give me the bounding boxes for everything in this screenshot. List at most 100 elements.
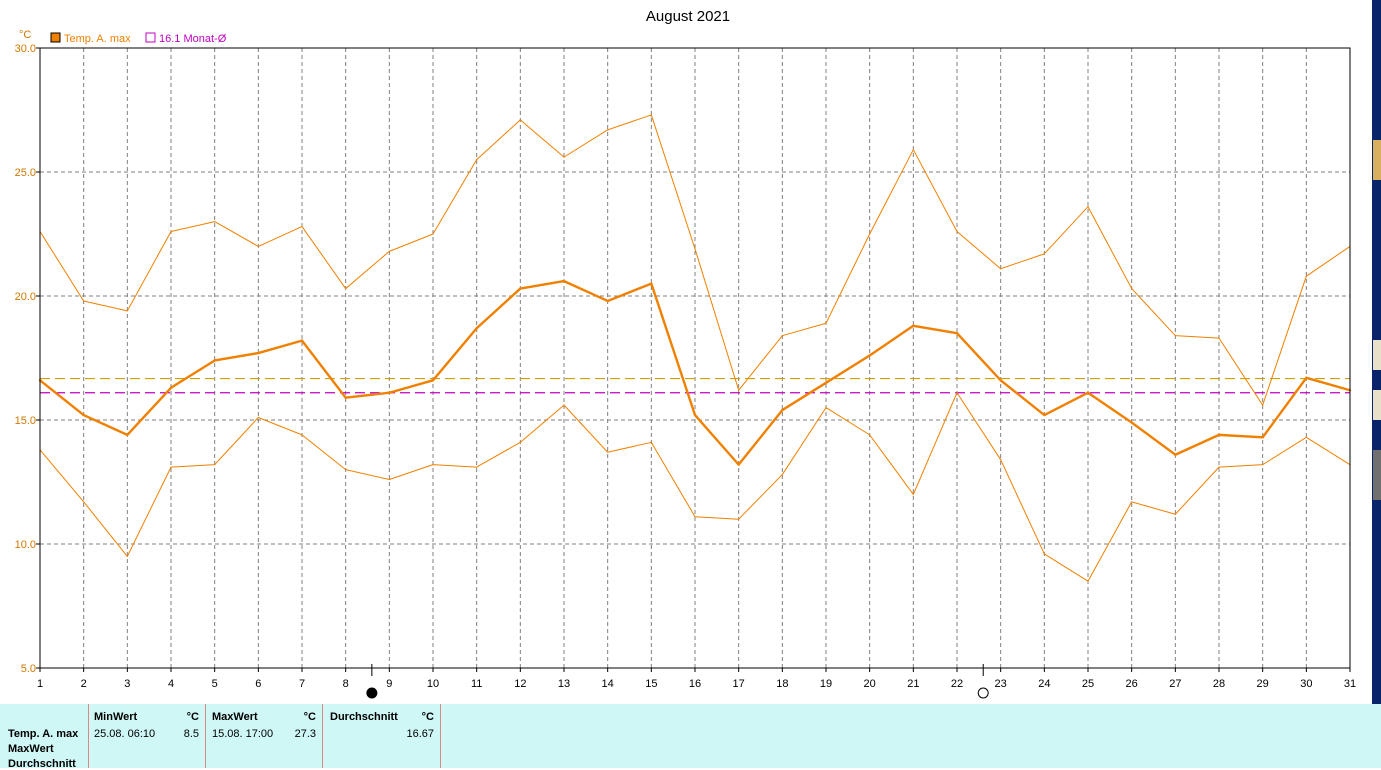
data-point-daily-min [1000, 459, 1002, 461]
x-tick-label: 17 [733, 678, 745, 690]
x-tick-label: 23 [995, 678, 1007, 690]
x-tick-label: 21 [907, 678, 919, 690]
data-point-daily-min [83, 501, 85, 503]
grid [40, 48, 1350, 668]
data-point-mean [737, 463, 740, 466]
x-tick-label: 3 [124, 678, 130, 690]
data-point-daily-max [650, 114, 652, 116]
x-tick-label: 31 [1344, 678, 1356, 690]
stats-max-column: MaxWert °C 15.08. 17:00 27.3 [206, 704, 323, 768]
data-point-mean [257, 351, 260, 355]
x-tick-label: 19 [820, 678, 832, 690]
legend: Temp. A. max 16.1 Monat-Ø [50, 32, 227, 45]
data-point-daily-min [563, 404, 565, 406]
data-point-daily-min [345, 469, 347, 471]
data-point-mean [912, 324, 915, 327]
data-point-mean [1174, 453, 1177, 456]
data-point-daily-max [738, 389, 740, 391]
data-point-daily-min [825, 407, 827, 409]
data-point-daily-max [1087, 206, 1089, 208]
x-tick-label: 30 [1300, 678, 1312, 690]
row-label-temp-max: Temp. A. max [8, 728, 79, 740]
plot-frame [39, 47, 1351, 669]
x-tick-label: 11 [471, 678, 482, 690]
x-tick-label: 25 [1082, 678, 1094, 690]
data-point-daily-max [912, 149, 914, 151]
data-point-daily-min [650, 441, 652, 443]
x-tick-label: 18 [776, 678, 788, 690]
statistics-panel: Temp. A. max MaxWert Durchschnitt MinWer… [0, 704, 1381, 770]
row-label-durchschnitt: Durchschnitt [8, 758, 76, 770]
x-tick-label: 28 [1213, 678, 1225, 690]
data-point-mean [1130, 421, 1133, 424]
data-point-daily-min [1087, 580, 1089, 582]
data-point-daily-max [301, 225, 303, 228]
data-point-mean [126, 433, 129, 437]
legend-label-temp-max: Temp. A. max [64, 33, 131, 45]
stats-avg-column: Durchschnitt °C 16.67 [323, 704, 441, 768]
x-tick-label: 2 [81, 678, 87, 690]
moon-phases [366, 664, 989, 699]
data-point-mean [519, 287, 522, 290]
data-point-daily-max [956, 230, 958, 233]
stats-row-labels: Temp. A. max MaxWert Durchschnitt [0, 704, 89, 770]
data-point-mean [999, 379, 1002, 382]
data-point-daily-max [476, 159, 478, 161]
data-point-mean [169, 386, 173, 389]
axes: 1 2 3 4 5 6 7 8 9 10 11 12 13 14 15 16 17 18 19 20 21 22 23 24 2… [15, 43, 1357, 690]
x-tick-label: 13 [558, 678, 570, 690]
max-unit: °C [303, 711, 316, 723]
data-point-mean [300, 339, 304, 342]
x-tick-label: 14 [602, 678, 614, 690]
max-time: 15.08. 17:00 [212, 728, 274, 740]
data-point-daily-min [388, 478, 390, 481]
data-point-mean [562, 279, 566, 283]
x-tick-label: 9 [386, 678, 392, 690]
data-point-mean [955, 332, 959, 335]
data-point-daily-min [257, 416, 259, 419]
x-tick-label: 20 [864, 678, 876, 690]
data-point-mean [781, 408, 784, 412]
data-point-daily-min [1131, 501, 1133, 503]
data-point-daily-min [1262, 464, 1264, 466]
reference-lines [40, 377, 1350, 394]
y-tick-label: 25.0 [15, 167, 36, 179]
y-tick-label: 5.0 [21, 663, 36, 675]
new-moon-icon [366, 687, 378, 699]
data-point-mean [213, 359, 216, 362]
data-point-daily-min [170, 466, 172, 468]
data-point-mean [693, 413, 697, 417]
data-point-mean [824, 381, 828, 384]
data-point-daily-min [738, 518, 740, 520]
avg-header: Durchschnitt [330, 711, 398, 723]
y-tick-label: 15.0 [15, 415, 36, 427]
avg-value: 16.67 [406, 728, 434, 740]
chart-area: August 2021 °C Temp. A. max 16.1 Monat-Ø… [15, 8, 1357, 699]
data-point-daily-max [607, 129, 609, 131]
x-tick-label: 15 [645, 678, 657, 690]
data-point-daily-max [214, 221, 216, 223]
y-tick-label: 30.0 [15, 43, 36, 55]
data-point-daily-max [519, 119, 521, 121]
x-tick-label: 6 [255, 678, 261, 690]
data-point-daily-min [1305, 436, 1307, 438]
data-point-daily-min [607, 451, 609, 453]
data-point-mean [1043, 413, 1046, 417]
x-tick-label: 1 [37, 678, 43, 690]
data-point-daily-max [781, 335, 783, 337]
data-point-daily-max [563, 156, 565, 158]
data-point-daily-max [1218, 337, 1220, 339]
max-header: MaxWert [212, 711, 258, 723]
x-tick-label: 4 [168, 678, 174, 690]
row-label-maxwert: MaxWert [8, 743, 54, 755]
data-point-daily-max [825, 322, 827, 324]
strip-fragment [1373, 450, 1381, 500]
data-point-daily-max [83, 300, 85, 302]
stats-min-column: MinWert °C 25.08. 06:10 8.5 [89, 704, 206, 768]
data-point-daily-min [432, 464, 434, 466]
x-tick-label: 26 [1126, 678, 1138, 690]
data-point-mean [431, 379, 435, 382]
data-point-daily-max [388, 250, 390, 252]
full-moon-icon [977, 687, 989, 699]
x-tick-label: 16 [689, 678, 701, 690]
